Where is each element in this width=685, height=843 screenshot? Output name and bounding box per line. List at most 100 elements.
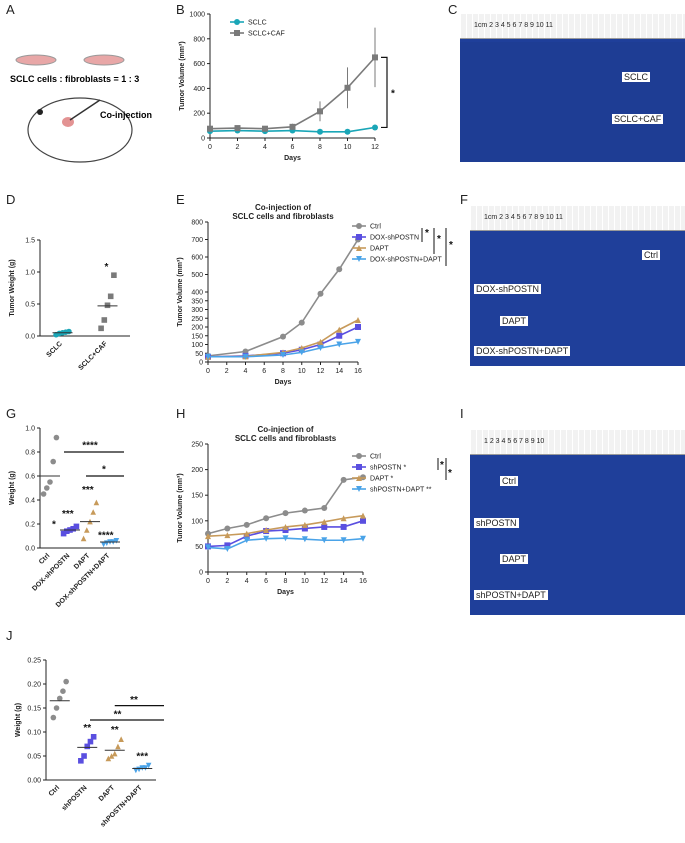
panel-letter-b: B	[176, 2, 185, 17]
y-tick-label: 0.6	[25, 474, 35, 481]
x-tick-label: 8	[281, 368, 285, 375]
data-point	[224, 532, 231, 539]
x-axis-label: Days	[275, 379, 292, 386]
data-point	[50, 714, 57, 721]
x-tick-label: 0	[206, 578, 210, 585]
x-tick-label: 16	[354, 368, 362, 375]
y-tick-label: 100	[191, 342, 203, 349]
injection-label: Co-injection	[100, 110, 152, 120]
data-point	[87, 738, 94, 745]
legend-label: SCLC+CAF	[248, 31, 285, 38]
data-point	[100, 541, 107, 548]
legend-marker	[234, 19, 240, 25]
mouse-eye-icon	[37, 109, 43, 115]
data-point	[207, 125, 213, 132]
chart-title: SCLC cells and fibroblasts	[232, 212, 334, 221]
ratio-text: SCLC cells : fibroblasts = 1 : 3	[10, 74, 139, 84]
x-axis-label: Days	[277, 589, 294, 596]
category-label: Ctrl	[38, 552, 52, 566]
data-point	[301, 521, 308, 528]
data-point	[282, 510, 289, 517]
data-point	[70, 526, 76, 532]
significance-label: ****	[98, 530, 114, 541]
photo-label-ctrl: Ctrl	[500, 476, 518, 486]
x-tick-label: 10	[298, 368, 306, 375]
significance-label: ***	[62, 509, 74, 520]
data-point	[108, 753, 115, 759]
legend-label: DAPT	[370, 246, 389, 253]
y-tick-label: 300	[191, 307, 203, 314]
legend-label: DOX-shPOSTN	[370, 235, 419, 242]
mouse-icon	[27, 97, 133, 163]
data-point	[243, 521, 250, 528]
data-point	[360, 535, 366, 542]
x-tick-label: 0	[208, 144, 212, 151]
data-point	[104, 302, 111, 309]
syringe-icon	[69, 99, 101, 121]
significance-label: **	[83, 723, 91, 734]
data-point	[282, 535, 289, 542]
data-point	[93, 499, 100, 506]
significance-label: ***	[82, 485, 94, 496]
significance-label: ***	[136, 752, 148, 763]
photo-c-tumors: 1cm 2 3 4 5 6 7 8 9 10 11 SCLC SCLC+CAF	[460, 14, 685, 162]
data-point	[133, 767, 139, 774]
data-point	[80, 535, 87, 542]
data-point	[317, 108, 323, 115]
data-point	[336, 332, 343, 339]
data-point	[321, 505, 328, 511]
legend-label: Ctrl	[370, 224, 381, 231]
x-tick-label: 4	[244, 368, 248, 375]
category-label: DOX-shPOSTN	[31, 552, 71, 592]
data-point	[372, 54, 378, 61]
data-point	[301, 507, 308, 514]
y-tick-label: 800	[191, 220, 203, 227]
photo-label-ctrl: Ctrl	[642, 250, 660, 260]
data-point	[360, 517, 366, 524]
legend-marker	[356, 234, 362, 240]
y-axis-label: Tumor Volume (mm³)	[177, 473, 184, 542]
data-point	[90, 734, 97, 740]
significance-label: *	[440, 460, 444, 471]
y-tick-label: 500	[191, 272, 203, 279]
y-tick-label: 0	[199, 570, 203, 577]
data-point	[321, 523, 328, 530]
y-tick-label: 200	[193, 111, 205, 118]
y-tick-label: 0.8	[25, 450, 35, 457]
data-point	[355, 338, 361, 345]
data-point	[111, 272, 117, 278]
ruler-text: 1 2 3 4 5 6 7 8 9 10	[484, 438, 545, 445]
y-tick-label: 250	[191, 316, 203, 323]
ruler: 1 2 3 4 5 6 7 8 9 10	[470, 430, 685, 455]
y-axis-label: Weight (g)	[9, 471, 16, 505]
data-point	[84, 743, 91, 750]
series-line	[209, 56, 376, 130]
data-point	[107, 293, 114, 300]
x-tick-label: 14	[335, 368, 343, 375]
data-point	[118, 736, 124, 742]
data-point	[66, 328, 72, 335]
ruler: 1cm 2 3 4 5 6 7 8 9 10 11	[460, 14, 685, 39]
data-point	[355, 324, 361, 330]
y-tick-label: 0.2	[25, 522, 35, 529]
y-tick-label: 0	[199, 360, 203, 367]
data-point	[372, 124, 378, 131]
significance-label: *	[449, 240, 453, 251]
category-label: SCLC	[45, 340, 63, 358]
panel-letter-f: F	[460, 192, 468, 207]
x-tick-label: 2	[225, 578, 229, 585]
y-tick-label: 0.4	[25, 498, 35, 505]
data-point	[298, 349, 305, 356]
photo-label-shpostn-dapt: shPOSTN+DAPT	[474, 590, 548, 600]
y-tick-label: 100	[191, 518, 203, 525]
panel-letter-i: I	[460, 406, 464, 421]
x-tick-label: 0	[206, 368, 210, 375]
photo-i-tumors: 1 2 3 4 5 6 7 8 9 10 Ctrl shPOSTN DAPT s…	[470, 430, 685, 615]
legend-label: DOX-shPOSTN+DAPT	[370, 257, 442, 264]
data-point	[317, 290, 324, 297]
data-point	[317, 338, 324, 345]
photo-label-shpostn: shPOSTN	[474, 518, 519, 528]
data-point	[317, 128, 323, 135]
data-point	[224, 542, 231, 549]
